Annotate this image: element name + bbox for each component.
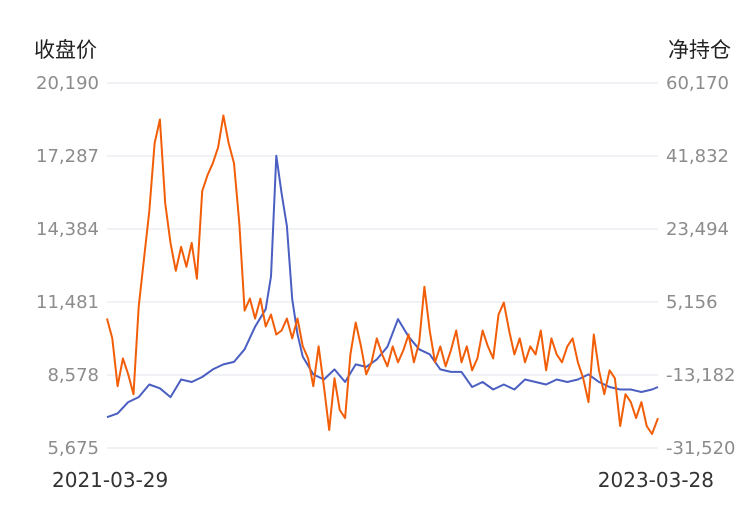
left-axis-title: 收盘价	[34, 38, 97, 62]
left-axis-ticks: 20,190 17,287 14,384 11,481 8,578 5,675	[36, 73, 99, 459]
left-tick-label: 14,384	[36, 219, 99, 240]
right-tick-label: -13,182	[666, 365, 735, 386]
right-axis-ticks: 60,170 41,832 23,494 5,156 -13,182 -31,520	[666, 73, 735, 459]
x-axis-start-label: 2021-03-29	[52, 468, 169, 492]
close-price-line	[106, 154, 659, 419]
right-tick-label: 60,170	[666, 73, 729, 94]
left-tick-label: 11,481	[36, 292, 99, 313]
left-tick-label: 8,578	[47, 365, 99, 386]
right-tick-label: -31,520	[666, 438, 735, 459]
right-tick-label: 23,494	[666, 219, 729, 240]
left-tick-label: 20,190	[36, 73, 99, 94]
right-tick-label: 41,832	[666, 146, 729, 167]
right-tick-label: 5,156	[666, 292, 718, 313]
net-position-line	[106, 114, 659, 435]
left-tick-label: 5,675	[47, 438, 99, 459]
left-tick-label: 17,287	[36, 146, 99, 167]
series-lines	[106, 114, 659, 435]
right-axis-title: 净持仓	[668, 38, 731, 62]
x-axis-end-label: 2023-03-28	[597, 468, 714, 492]
grid-lines	[107, 82, 658, 449]
